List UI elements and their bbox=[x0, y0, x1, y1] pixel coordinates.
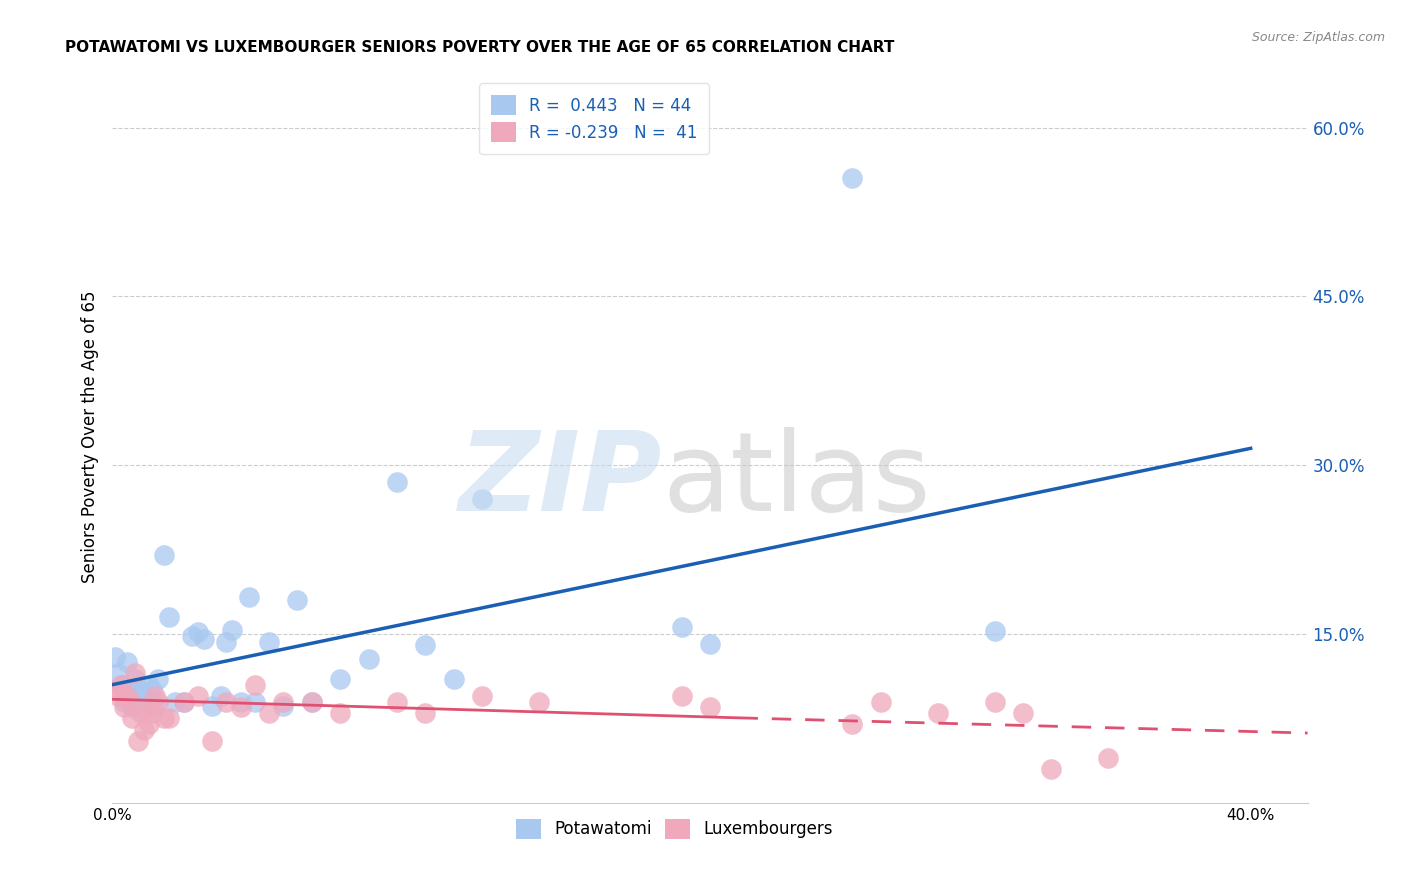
Point bbox=[146, 694, 169, 708]
Point bbox=[152, 711, 174, 725]
Point bbox=[112, 700, 135, 714]
Point bbox=[143, 700, 166, 714]
Point bbox=[385, 475, 408, 489]
Point bbox=[104, 683, 127, 698]
Point bbox=[112, 694, 135, 708]
Point bbox=[157, 610, 180, 624]
Point bbox=[118, 694, 141, 708]
Point bbox=[110, 678, 132, 692]
Point bbox=[529, 694, 551, 708]
Text: POTAWATOMI VS LUXEMBOURGER SENIORS POVERTY OVER THE AGE OF 65 CORRELATION CHART: POTAWATOMI VS LUXEMBOURGER SENIORS POVER… bbox=[65, 40, 894, 55]
Point bbox=[121, 711, 143, 725]
Point bbox=[110, 678, 132, 692]
Point bbox=[415, 638, 437, 652]
Point bbox=[238, 590, 260, 604]
Text: atlas: atlas bbox=[662, 427, 931, 534]
Point bbox=[215, 635, 238, 649]
Point bbox=[124, 666, 146, 681]
Point bbox=[127, 734, 149, 748]
Point bbox=[138, 717, 160, 731]
Point bbox=[243, 678, 266, 692]
Point bbox=[841, 717, 863, 731]
Point bbox=[329, 672, 352, 686]
Point bbox=[141, 706, 163, 720]
Point bbox=[173, 694, 195, 708]
Point bbox=[107, 666, 129, 681]
Point bbox=[138, 678, 160, 692]
Point bbox=[229, 700, 252, 714]
Point bbox=[115, 689, 138, 703]
Legend: Potawatomi, Luxembourgers: Potawatomi, Luxembourgers bbox=[509, 812, 839, 846]
Y-axis label: Seniors Poverty Over the Age of 65: Seniors Poverty Over the Age of 65 bbox=[80, 291, 98, 583]
Point bbox=[1012, 706, 1035, 720]
Point bbox=[415, 706, 437, 720]
Point bbox=[143, 689, 166, 703]
Point bbox=[471, 491, 494, 506]
Point bbox=[471, 689, 494, 703]
Point bbox=[221, 623, 243, 637]
Point bbox=[115, 655, 138, 669]
Point bbox=[869, 694, 891, 708]
Point bbox=[187, 689, 209, 703]
Point bbox=[243, 694, 266, 708]
Text: ZIP: ZIP bbox=[458, 427, 662, 534]
Point bbox=[927, 706, 949, 720]
Point bbox=[699, 700, 721, 714]
Point bbox=[671, 689, 693, 703]
Point bbox=[1040, 762, 1063, 776]
Point bbox=[301, 694, 323, 708]
Point bbox=[173, 694, 195, 708]
Point bbox=[187, 624, 209, 639]
Point bbox=[357, 652, 380, 666]
Point bbox=[107, 689, 129, 703]
Point bbox=[257, 706, 280, 720]
Point bbox=[135, 700, 157, 714]
Point bbox=[841, 171, 863, 186]
Point bbox=[135, 694, 157, 708]
Point bbox=[443, 672, 465, 686]
Point bbox=[132, 723, 155, 737]
Point bbox=[699, 637, 721, 651]
Point bbox=[141, 683, 163, 698]
Point bbox=[329, 706, 352, 720]
Point bbox=[983, 624, 1005, 638]
Point bbox=[671, 620, 693, 634]
Point bbox=[271, 699, 294, 714]
Point bbox=[118, 683, 141, 698]
Point bbox=[146, 672, 169, 686]
Point bbox=[129, 683, 152, 698]
Point bbox=[983, 694, 1005, 708]
Point bbox=[127, 689, 149, 703]
Point bbox=[181, 629, 204, 643]
Point bbox=[165, 694, 187, 708]
Point bbox=[1097, 751, 1119, 765]
Point bbox=[157, 711, 180, 725]
Point bbox=[104, 649, 127, 664]
Point bbox=[215, 694, 238, 708]
Point bbox=[152, 548, 174, 562]
Point bbox=[121, 700, 143, 714]
Point bbox=[129, 706, 152, 720]
Point bbox=[385, 694, 408, 708]
Point bbox=[271, 694, 294, 708]
Point bbox=[209, 689, 232, 703]
Point bbox=[193, 632, 215, 646]
Point bbox=[257, 635, 280, 649]
Point bbox=[201, 734, 224, 748]
Point bbox=[201, 699, 224, 714]
Point bbox=[229, 694, 252, 708]
Point bbox=[287, 593, 309, 607]
Point bbox=[301, 694, 323, 708]
Point bbox=[124, 672, 146, 686]
Point bbox=[132, 689, 155, 703]
Text: Source: ZipAtlas.com: Source: ZipAtlas.com bbox=[1251, 31, 1385, 45]
